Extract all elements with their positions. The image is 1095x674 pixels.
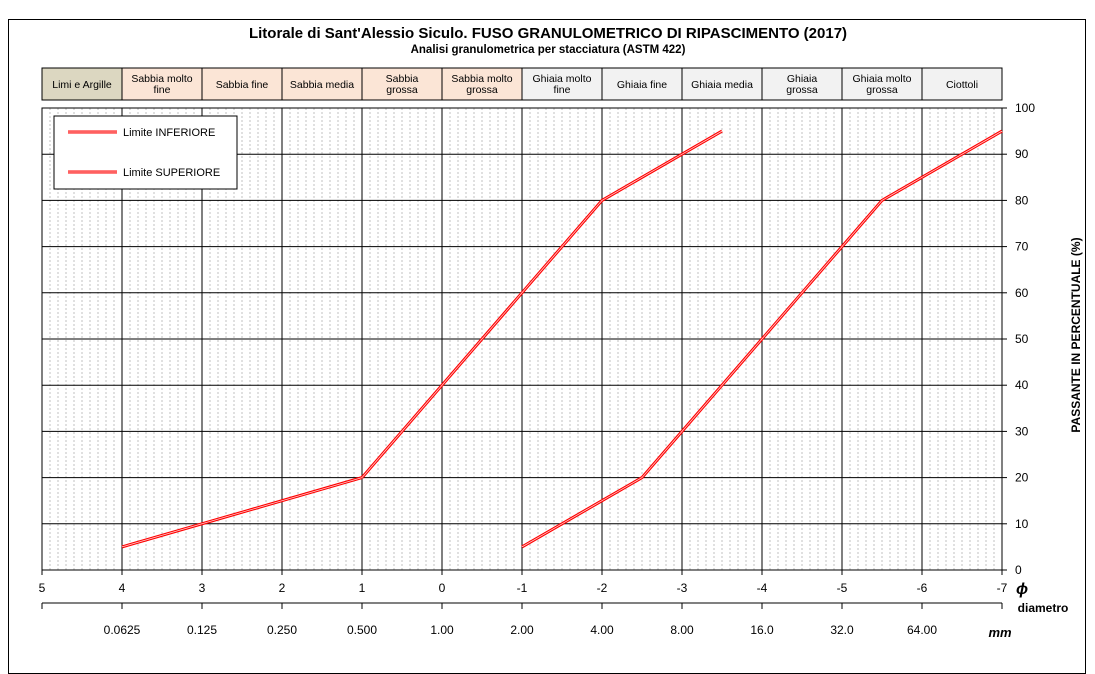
class-cell: [281, 67, 363, 101]
y-tick-label: 20: [1015, 471, 1029, 485]
phi-tick-label: -4: [757, 581, 768, 595]
mm-tick-label: 64.00: [907, 623, 937, 637]
chart-title: Litorale di Sant'Alessio Siculo. FUSO GR…: [249, 25, 847, 42]
mm-tick-label: 4.00: [590, 623, 614, 637]
mm-tick-label: 1.00: [430, 623, 454, 637]
series-line-core: [361, 130, 723, 478]
class-label: Sabbia fine: [216, 79, 269, 91]
class-label: Ghiaia fine: [617, 79, 667, 91]
mm-tick-label: 0.0625: [104, 623, 141, 637]
class-label: Limi e Argille: [52, 79, 112, 91]
phi-axis-symbol: ϕ: [1016, 581, 1028, 598]
legend-box: [53, 115, 238, 190]
y-tick-label: 70: [1015, 240, 1029, 254]
y-tick-label: 100: [1015, 101, 1035, 115]
series-layer: [121, 129, 1003, 549]
phi-tick-label: -3: [677, 581, 688, 595]
class-label: Sabbia: [386, 73, 419, 85]
class-cell: [921, 67, 1003, 101]
class-label: Ghiaia media: [691, 79, 753, 91]
y-tick-label: 40: [1015, 378, 1029, 392]
class-label: Ghiaia molto: [533, 73, 592, 85]
mm-tick-label: 16.0: [750, 623, 774, 637]
mm-tick-label: 2.00: [510, 623, 534, 637]
class-cell: [41, 67, 123, 101]
phi-tick-label: 3: [199, 581, 206, 595]
chart-subtitle: Analisi granulometrica per stacciatura (…: [411, 44, 686, 56]
class-cell: [841, 67, 923, 101]
mm-tick-label: 32.0: [830, 623, 854, 637]
phi-tick-label: -2: [597, 581, 608, 595]
class-label: Ghiaia: [787, 73, 818, 85]
mm-unit-label: mm: [988, 625, 1012, 640]
y-tick-label: 0: [1015, 563, 1022, 577]
mm-tick-label: 0.500: [347, 623, 377, 637]
class-cell: [121, 67, 203, 101]
class-label: grossa: [466, 84, 498, 96]
class-label: grossa: [866, 84, 898, 96]
mm-tick-label: 0.250: [267, 623, 297, 637]
phi-tick-label: 0: [439, 581, 446, 595]
class-label: Ghiaia molto: [853, 73, 912, 85]
y-tick-label: 90: [1015, 147, 1029, 161]
class-label: fine: [154, 84, 171, 96]
class-label: Sabbia media: [290, 79, 354, 91]
y-tick-label: 10: [1015, 517, 1029, 531]
y-tick-label: 80: [1015, 193, 1029, 207]
class-cell: [361, 67, 443, 101]
phi-tick-label: 2: [279, 581, 286, 595]
phi-tick-label: -1: [517, 581, 528, 595]
diameter-axis-title: diametro: [1018, 601, 1069, 615]
class-label: Ciottoli: [946, 79, 978, 91]
legend-label-inferiore: Limite INFERIORE: [123, 127, 215, 139]
class-label: grossa: [786, 84, 818, 96]
class-label: grossa: [386, 84, 418, 96]
class-cell: [441, 67, 523, 101]
phi-tick-label: -6: [917, 581, 928, 595]
mm-tick-label: 0.125: [187, 623, 217, 637]
y-tick-label: 30: [1015, 424, 1029, 438]
phi-tick-label: 4: [119, 581, 126, 595]
class-cell: [761, 67, 843, 101]
y-tick-label: 50: [1015, 332, 1029, 346]
class-label: Sabbia molto: [451, 73, 512, 85]
phi-tick-label: -5: [837, 581, 848, 595]
class-label: Sabbia molto: [131, 73, 192, 85]
y-tick-label: 60: [1015, 286, 1029, 300]
legend-label-superiore: Limite SUPERIORE: [123, 167, 220, 179]
phi-tick-label: -7: [997, 581, 1008, 595]
series-line-core: [521, 130, 1003, 548]
mm-tick-label: 8.00: [670, 623, 694, 637]
phi-tick-label: 5: [39, 581, 46, 595]
legend: Limite INFERIORE Limite SUPERIORE: [53, 115, 238, 190]
class-cell: [681, 67, 763, 101]
series-line-core: [121, 477, 363, 548]
y-axis-title: PASSANTE IN PERCENTUALE (%): [1069, 237, 1083, 432]
class-label: fine: [554, 84, 571, 96]
phi-tick-label: 1: [359, 581, 366, 595]
